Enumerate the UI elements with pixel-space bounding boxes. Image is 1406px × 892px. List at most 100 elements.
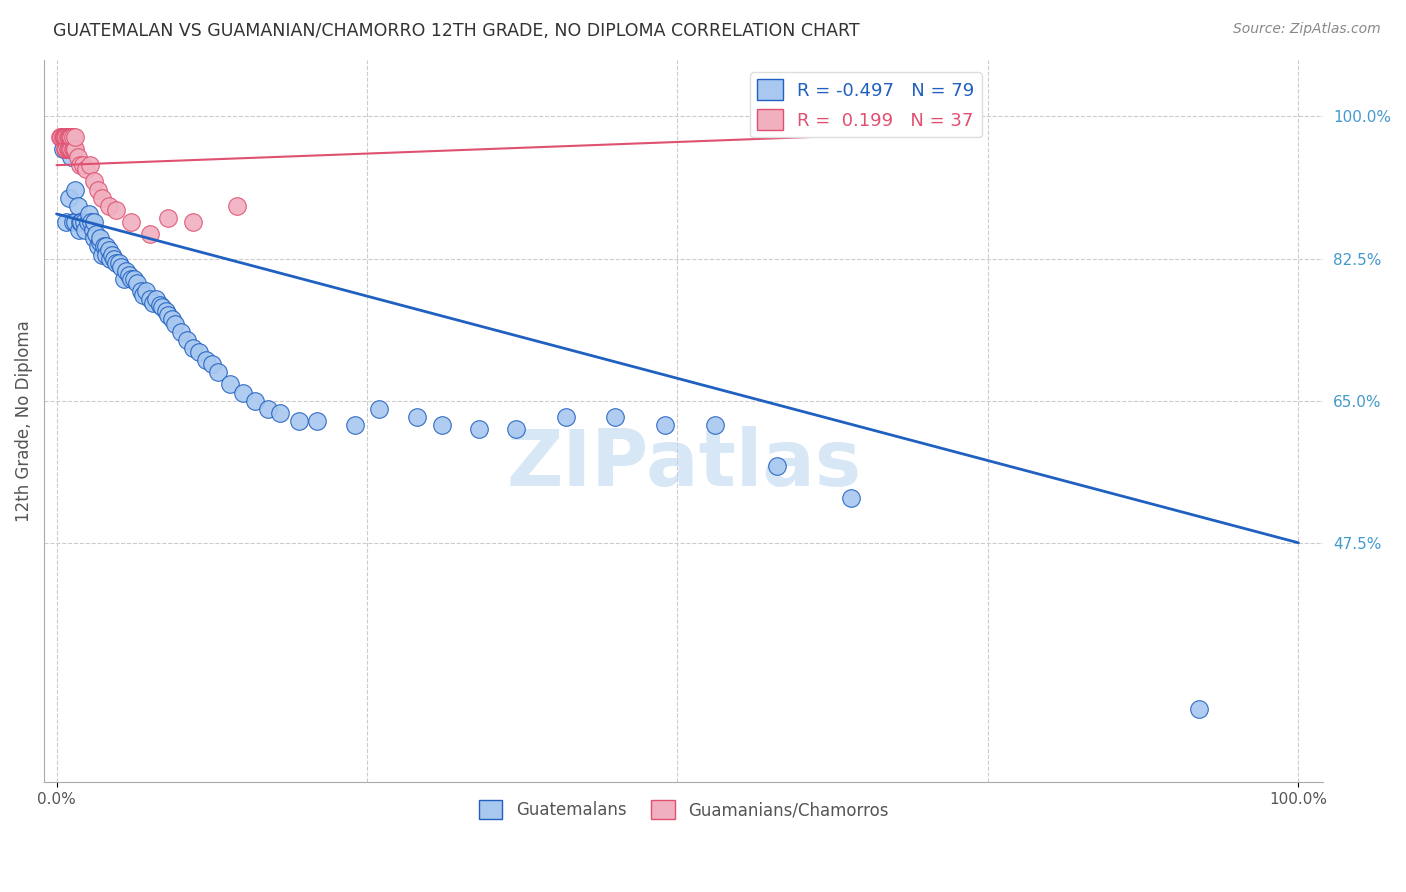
Point bbox=[138, 227, 160, 242]
Point bbox=[103, 252, 125, 266]
Point bbox=[430, 418, 453, 433]
Point bbox=[80, 215, 103, 229]
Point bbox=[66, 199, 89, 213]
Y-axis label: 12th Grade, No Diploma: 12th Grade, No Diploma bbox=[15, 320, 32, 522]
Point bbox=[194, 353, 217, 368]
Point bbox=[207, 365, 229, 379]
Point bbox=[138, 292, 160, 306]
Point bbox=[55, 142, 77, 156]
Point bbox=[60, 150, 83, 164]
Point bbox=[62, 215, 84, 229]
Point bbox=[83, 215, 105, 229]
Point bbox=[135, 284, 157, 298]
Point bbox=[605, 409, 627, 424]
Point bbox=[60, 142, 83, 156]
Point bbox=[59, 129, 82, 144]
Point bbox=[62, 129, 84, 144]
Point bbox=[120, 272, 142, 286]
Point bbox=[163, 317, 186, 331]
Point bbox=[232, 385, 254, 400]
Point bbox=[53, 129, 76, 144]
Point bbox=[93, 239, 115, 253]
Point bbox=[505, 422, 527, 436]
Point bbox=[343, 418, 366, 433]
Point bbox=[83, 231, 105, 245]
Point bbox=[105, 255, 128, 269]
Point bbox=[96, 239, 118, 253]
Point bbox=[145, 292, 167, 306]
Point bbox=[256, 401, 278, 416]
Point bbox=[160, 312, 183, 326]
Point bbox=[63, 215, 86, 229]
Point bbox=[60, 129, 83, 144]
Point bbox=[142, 296, 165, 310]
Point bbox=[245, 393, 267, 408]
Point bbox=[75, 223, 97, 237]
Point bbox=[52, 129, 75, 144]
Point bbox=[176, 333, 198, 347]
Point bbox=[117, 268, 139, 282]
Point bbox=[58, 129, 80, 144]
Point bbox=[307, 414, 329, 428]
Point bbox=[49, 129, 72, 144]
Point bbox=[122, 272, 145, 286]
Point bbox=[110, 260, 132, 274]
Point bbox=[67, 223, 90, 237]
Point bbox=[841, 491, 863, 505]
Point bbox=[72, 158, 94, 172]
Point bbox=[115, 264, 138, 278]
Point bbox=[55, 129, 77, 144]
Point bbox=[84, 227, 107, 242]
Point bbox=[107, 255, 129, 269]
Point bbox=[56, 129, 79, 144]
Point bbox=[150, 300, 173, 314]
Point bbox=[269, 406, 291, 420]
Point bbox=[468, 422, 491, 436]
Point bbox=[181, 341, 204, 355]
Point bbox=[201, 357, 224, 371]
Point bbox=[97, 199, 120, 213]
Point bbox=[225, 199, 247, 213]
Point bbox=[83, 174, 105, 188]
Point bbox=[73, 215, 96, 229]
Point bbox=[181, 215, 204, 229]
Point bbox=[97, 244, 120, 258]
Point bbox=[170, 325, 193, 339]
Point bbox=[1188, 702, 1211, 716]
Point bbox=[75, 162, 97, 177]
Point bbox=[63, 129, 86, 144]
Point bbox=[89, 235, 111, 250]
Point bbox=[287, 414, 309, 428]
Point bbox=[82, 223, 104, 237]
Point bbox=[63, 142, 86, 156]
Point bbox=[55, 215, 77, 229]
Point bbox=[112, 272, 135, 286]
Point bbox=[766, 458, 789, 473]
Point bbox=[86, 239, 108, 253]
Point bbox=[132, 288, 155, 302]
Point bbox=[53, 129, 76, 144]
Point bbox=[77, 207, 100, 221]
Point bbox=[368, 401, 391, 416]
Point bbox=[69, 158, 91, 172]
Point bbox=[654, 418, 676, 433]
Point bbox=[79, 158, 101, 172]
Point bbox=[188, 345, 211, 359]
Point bbox=[58, 142, 80, 156]
Point bbox=[63, 142, 86, 156]
Point bbox=[96, 247, 118, 261]
Point bbox=[157, 309, 180, 323]
Point bbox=[52, 142, 75, 156]
Point bbox=[129, 284, 152, 298]
Point bbox=[98, 252, 121, 266]
Point bbox=[69, 215, 91, 229]
Point bbox=[120, 215, 142, 229]
Point bbox=[149, 298, 172, 312]
Point bbox=[101, 247, 124, 261]
Text: GUATEMALAN VS GUAMANIAN/CHAMORRO 12TH GRADE, NO DIPLOMA CORRELATION CHART: GUATEMALAN VS GUAMANIAN/CHAMORRO 12TH GR… bbox=[53, 22, 860, 40]
Point bbox=[53, 129, 76, 144]
Text: Source: ZipAtlas.com: Source: ZipAtlas.com bbox=[1233, 22, 1381, 37]
Point bbox=[219, 377, 242, 392]
Point bbox=[51, 129, 73, 144]
Point bbox=[86, 182, 108, 196]
